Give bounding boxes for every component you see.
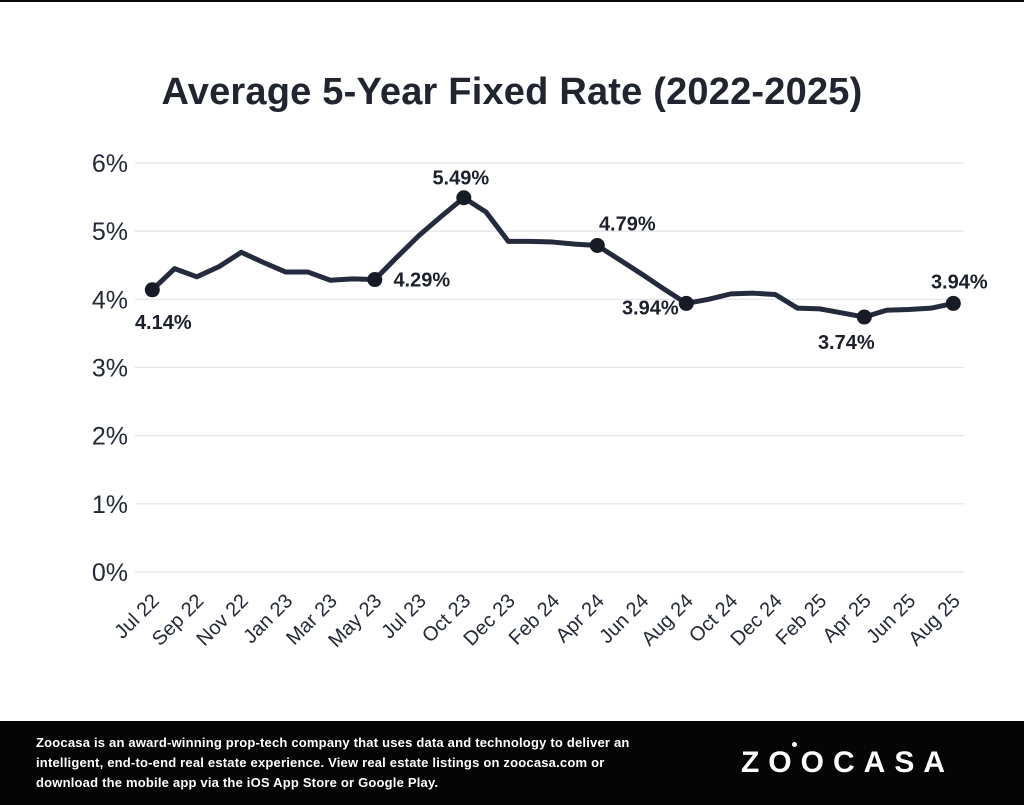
y-axis-label: 4% <box>92 286 128 314</box>
y-axis-label: 0% <box>92 559 128 587</box>
page-title: Average 5-Year Fixed Rate (2022-2025) <box>161 71 863 114</box>
zoocasa-logo: ZO OCASA <box>740 742 954 780</box>
data-point-marker <box>367 272 383 288</box>
data-point-label: 3.74% <box>818 332 875 354</box>
y-axis-label: 3% <box>92 354 128 382</box>
footer: Zoocasa is an award-winning prop-tech co… <box>0 721 1024 805</box>
footer-description: Zoocasa is an award-winning prop-tech co… <box>36 733 630 793</box>
data-point-marker <box>856 309 872 325</box>
footer-description-line: Zoocasa is an award-winning prop-tech co… <box>36 735 630 750</box>
data-point-label: 5.49% <box>432 168 489 190</box>
data-point-marker <box>456 190 472 206</box>
zoocasa-logo-text-left: ZO <box>740 746 801 779</box>
y-axis-label: 5% <box>92 218 128 246</box>
x-axis-label: Feb 25 <box>772 590 832 650</box>
top-border <box>0 0 1024 2</box>
data-point-label: 3.94% <box>931 271 988 293</box>
zoocasa-logo-text-right: OCASA <box>800 746 954 779</box>
data-point-label: 4.79% <box>599 213 656 235</box>
data-point-marker <box>144 282 160 298</box>
data-point-label: 4.14% <box>135 312 192 334</box>
series-line <box>149 195 956 320</box>
y-axis-label: 6% <box>92 150 128 178</box>
data-point-marker <box>678 295 694 311</box>
data-point-label: 3.94% <box>622 297 679 319</box>
y-axis-label: 1% <box>92 491 128 519</box>
data-point-label: 4.29% <box>393 270 450 292</box>
footer-description-line: download the mobile app via the iOS App … <box>36 775 439 790</box>
logo-dot-icon <box>791 742 797 747</box>
data-point-marker <box>945 295 961 311</box>
y-axis-label: 2% <box>92 423 128 451</box>
data-point-marker <box>589 237 605 253</box>
x-axis-label: Feb 24 <box>505 590 565 650</box>
footer-description-line: intelligent, end-to-end real estate expe… <box>36 755 605 770</box>
